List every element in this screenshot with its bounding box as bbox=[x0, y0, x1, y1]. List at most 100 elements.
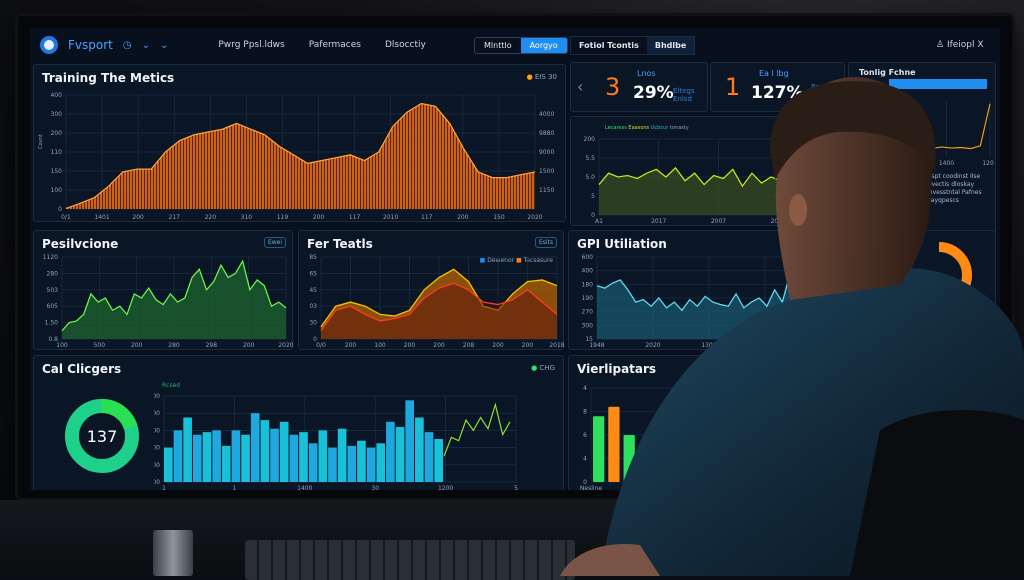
user-menu[interactable]: ♙ Ifeiopl X bbox=[936, 40, 984, 50]
logo-icon bbox=[40, 36, 58, 54]
sublegend: Rcsed bbox=[162, 382, 181, 389]
x-tick-label: A1 bbox=[595, 218, 603, 225]
y-tick-label: 85 bbox=[309, 254, 317, 261]
bar bbox=[715, 397, 727, 482]
vierlipatars-panel: Vierlipatars 0 4 6 8 4 Nesline Pkf bbox=[568, 355, 768, 490]
x-tick-label: 200 bbox=[433, 342, 445, 349]
x-tick-label: 200 bbox=[345, 342, 357, 349]
monitor: Fvsport ◷ ⌄ ⌄ Pwrg Ppsl.ldws Pafermaces … bbox=[18, 16, 1012, 498]
y-tick-label: 200 bbox=[584, 136, 596, 143]
kpi-value: 127% bbox=[751, 83, 804, 103]
y-tick-label: 503 bbox=[47, 287, 59, 294]
x-tick-label: 298 bbox=[206, 342, 218, 349]
x-tick-label: 30 bbox=[371, 485, 379, 490]
y-tick-label: 65 bbox=[309, 270, 317, 277]
y-tick-label: 300 bbox=[51, 111, 63, 118]
x-tick-label: 200 bbox=[404, 342, 416, 349]
bar bbox=[405, 400, 415, 482]
legend-label: Ucbcur bbox=[650, 125, 669, 131]
toggle-option-1[interactable]: Mlnttlo bbox=[484, 41, 512, 50]
tab-1[interactable]: Fotiol Tcontis bbox=[579, 41, 639, 50]
y-tick-label: 6 bbox=[583, 432, 587, 439]
nav-item-2[interactable]: Pafermaces bbox=[308, 40, 361, 50]
gpu-chart: 15 300 270 190 180 400 600 1948 2020 1300 1960 2020 bbox=[582, 254, 829, 349]
fer-teats-panel: Fer Teatls Esits ■ Dewenor ■ Tecsasure 0… bbox=[298, 230, 565, 350]
x-tick-label: 100 bbox=[56, 342, 68, 349]
chevron-down-icon[interactable]: ⌄ bbox=[141, 39, 150, 51]
donut-segment bbox=[65, 399, 139, 473]
y-tick-label: 400 bbox=[51, 92, 63, 99]
x-tick-label: 220 bbox=[205, 214, 217, 221]
x-tick-label: 2020 bbox=[645, 342, 660, 349]
x-tick-label: 200 bbox=[457, 214, 469, 221]
fer-teats-chart: 0 30 03 45 65 85 0/0 200 100 200 200 208 200 200 2018 bbox=[309, 254, 564, 349]
kpi-number: 3 bbox=[605, 73, 621, 101]
nav-item-3[interactable]: Dlsocctiy bbox=[384, 40, 426, 50]
legend: ■ Dewenor ■ Tecsasure bbox=[479, 257, 553, 264]
kpi-number: 1 bbox=[725, 73, 741, 101]
bar bbox=[684, 399, 696, 482]
bar bbox=[241, 434, 250, 482]
x-tick-label: 119 bbox=[277, 214, 289, 221]
side-progress-bar bbox=[889, 79, 987, 89]
series-2-fill bbox=[321, 283, 557, 339]
panel-title: Vierlipatars bbox=[577, 362, 657, 376]
bar bbox=[730, 406, 742, 482]
bar bbox=[638, 444, 651, 482]
y-tick-label: 0.8 bbox=[48, 336, 58, 343]
bar bbox=[357, 440, 366, 482]
line-series bbox=[443, 402, 511, 457]
x-tick-label: 500 bbox=[94, 342, 106, 349]
gpu-panel: GPI Utiliation 15 300 270 190 180 400 600 1948 2… bbox=[568, 230, 996, 350]
view-toggle[interactable]: Mlnttlo Aorgyo bbox=[474, 37, 568, 54]
y-tick-label: 110 bbox=[51, 149, 63, 156]
series-2-line bbox=[320, 282, 558, 332]
x-tick-label: 2018 bbox=[549, 342, 564, 349]
x-tick-label: 2020 bbox=[527, 214, 542, 221]
chevron-left-icon[interactable]: ‹ bbox=[577, 77, 584, 96]
legend-label: CHG bbox=[539, 364, 555, 372]
clock-icon[interactable]: ◷ bbox=[122, 39, 132, 51]
top-nav: Fvsport ◷ ⌄ ⌄ Pwrg Ppsl.ldws Pafermaces … bbox=[30, 28, 570, 62]
x-tick-label: 100 bbox=[374, 342, 386, 349]
bar bbox=[593, 416, 605, 482]
x-tick-label: 200 bbox=[243, 342, 255, 349]
donut-chart: 137 bbox=[65, 399, 139, 473]
y-tick-label: 5000 bbox=[154, 462, 160, 469]
panel-badge[interactable]: Ewei bbox=[263, 237, 286, 248]
y-tick-label: 270 bbox=[582, 309, 594, 316]
y-tick-label: 280 bbox=[47, 270, 59, 277]
legend: ● CHG bbox=[531, 364, 555, 372]
y-axis-label: Count bbox=[38, 134, 44, 149]
chevron-down-icon[interactable]: ⌄ bbox=[159, 39, 169, 51]
note-line: Eayqpescs bbox=[927, 197, 959, 204]
y-tick-label: 0 bbox=[591, 212, 595, 219]
note-line: Invesstntal Pafnes bbox=[927, 189, 982, 196]
bar bbox=[260, 420, 270, 482]
bar bbox=[366, 447, 376, 482]
vierlipatars-chart: 0 4 6 8 4 Nesline Pkf bbox=[580, 385, 765, 490]
y-tick-label: 180 bbox=[582, 281, 594, 288]
x-tick-label: 0/1 bbox=[61, 214, 71, 221]
y-tick-label: 150 bbox=[51, 168, 63, 175]
tab-2[interactable]: Bhdlbe bbox=[646, 37, 695, 54]
y-tick-label: 1000 bbox=[154, 393, 160, 400]
nav-item-1[interactable]: Pwrg Ppsl.ldws bbox=[218, 40, 285, 50]
toggle-option-2[interactable]: Aorgyo bbox=[520, 38, 567, 53]
side-notes: Nspt coodinst Ilse Dvectis dloskay Inves… bbox=[927, 173, 982, 205]
kpi-sub: Pzxsy bbox=[811, 83, 831, 91]
y-tick-label-right: 4000 bbox=[539, 111, 554, 118]
positions-panel: Pesilvcione Ewei 0.8 1.50 605 503 280 1120 100… bbox=[33, 230, 294, 350]
bar bbox=[279, 421, 289, 482]
bar bbox=[231, 430, 241, 482]
x-tick-label: 1401 bbox=[94, 214, 109, 221]
x-tick-label: 2010 bbox=[383, 214, 398, 221]
x-tick-label: 2017 bbox=[651, 218, 666, 225]
legend-label: EIS 30 bbox=[534, 73, 557, 81]
y-tick-label: 0 bbox=[313, 336, 317, 343]
panel-badge[interactable]: Esits bbox=[534, 237, 557, 248]
y-tick-label: 03 bbox=[309, 303, 317, 310]
kpi-label: Ea l lbg bbox=[759, 69, 789, 78]
